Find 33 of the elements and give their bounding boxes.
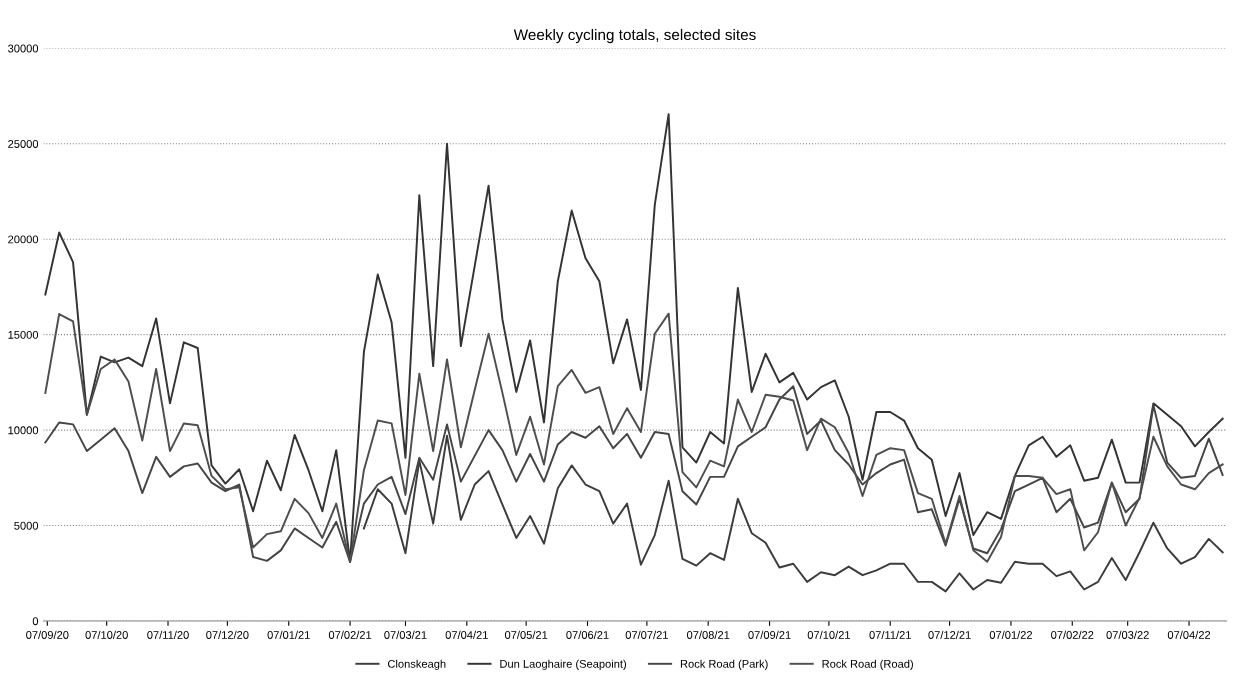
x-tick-label: 07/02/21 <box>328 630 372 639</box>
x-tick-label: 07/09/21 <box>748 630 791 639</box>
x-tick-label: 07/08/21 <box>687 630 730 639</box>
legend-label: Dun Laoghaire (Seapoint) <box>500 659 626 670</box>
line-series <box>44 312 1224 563</box>
y-tick-label: 10000 <box>8 426 39 435</box>
x-tick-label: 07/05/21 <box>504 630 548 639</box>
x-tick-label: 07/04/21 <box>445 630 488 639</box>
x-tick-label: 07/01/21 <box>267 630 310 639</box>
y-tick-label: 5000 <box>14 521 39 530</box>
x-tick-label: 07/12/20 <box>206 630 249 639</box>
chart-title: Weekly cycling totals, selected sites <box>513 28 756 44</box>
x-tick-label: 07/12/21 <box>928 630 971 639</box>
x-tick-label: 07/03/21 <box>384 630 427 639</box>
x-tick-label: 07/11/21 <box>869 630 911 639</box>
x-tick-label: 07/06/21 <box>566 630 609 639</box>
legend-label: Rock Road (Road) <box>822 659 913 670</box>
legend-label: Clonskeagh <box>388 659 446 670</box>
x-tick-label: 07/03/22 <box>1106 630 1149 639</box>
y-tick-label: 30000 <box>8 44 39 53</box>
x-tick-label: 07/10/21 <box>807 630 850 639</box>
x-tick-label: 07/04/22 <box>1167 630 1211 639</box>
y-tick-label: 15000 <box>8 330 39 339</box>
x-tick-label: 07/01/22 <box>989 630 1032 639</box>
x-tick-label: 07/11/20 <box>147 630 189 639</box>
y-tick-label: 20000 <box>8 235 39 244</box>
x-tick-label: 07/07/21 <box>625 630 668 639</box>
x-tick-label: 07/09/20 <box>26 630 69 639</box>
x-tick-label: 07/02/22 <box>1051 630 1094 639</box>
legend-label: Rock Road (Park) <box>680 659 768 670</box>
y-tick-label: 0 <box>32 617 39 626</box>
x-tick-label: 07/10/20 <box>85 630 128 639</box>
y-tick-label: 25000 <box>8 140 39 148</box>
